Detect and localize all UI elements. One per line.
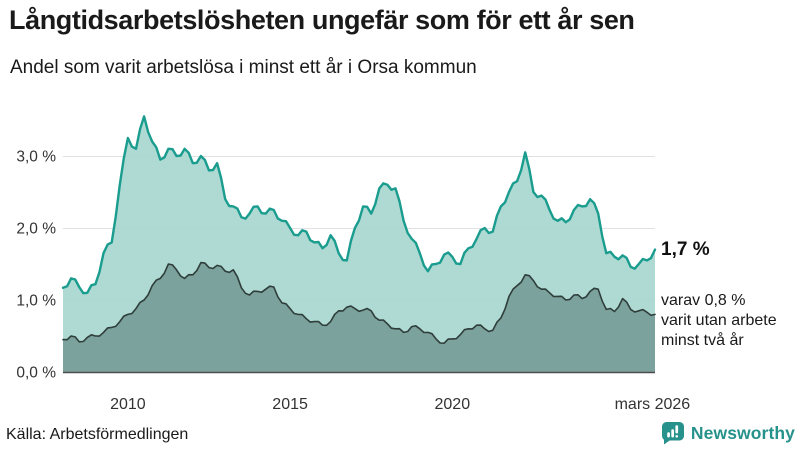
y-tick-label: 2,0 % [16, 221, 56, 238]
x-tick-label: 2010 [110, 396, 146, 413]
x-tick-label: 2015 [272, 396, 308, 413]
x-tick-label: 2020 [435, 396, 471, 413]
newsworthy-bubble-chart-icon [661, 422, 684, 445]
y-tick-label: 1,0 % [16, 293, 56, 310]
newsworthy-brand: Newsworthy [661, 421, 795, 445]
y-tick-label: 0,0 % [16, 365, 56, 382]
area-series-2 [63, 262, 655, 372]
page-title: Långtidsarbetslösheten ungefär som för e… [9, 5, 635, 35]
page-subtitle: Andel som varit arbetslösa i minst ett å… [10, 57, 477, 78]
line-series-1 [61, 115, 657, 295]
newsworthy-wordmark: Newsworthy [690, 422, 795, 443]
source-label: Källa: Arbetsförmedlingen [6, 426, 189, 443]
two-year-annotation-label: varav 0,8 % varit utan arbete minst två … [661, 292, 777, 349]
x-tick-label: mars 2026 [615, 396, 691, 413]
y-tick-label: 3,0 % [16, 149, 56, 166]
latest-total-value-label: 1,7 % [661, 239, 710, 260]
line-series-2 [62, 261, 656, 344]
